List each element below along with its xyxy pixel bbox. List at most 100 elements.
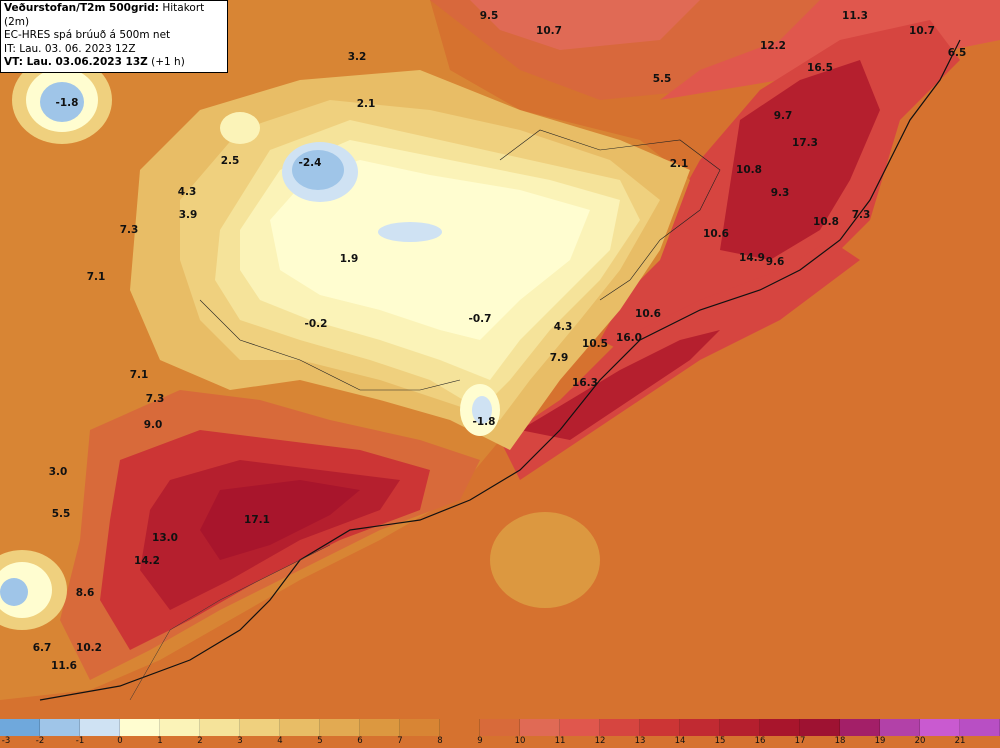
station-temp-label: 10.8 [813,216,839,228]
legend-swatch [840,719,880,736]
station-temp-label: 5.5 [51,508,71,520]
legend-tick-label: 5 [317,736,323,746]
legend-swatch [320,719,360,736]
station-temp-label: 10.2 [76,642,102,654]
legend-tick-label: 7 [397,736,403,746]
info-box: Veðurstofan/T2m 500grid: Hitakort (2m) E… [0,0,228,73]
station-temp-label: 4.3 [177,186,197,198]
legend-swatch [600,719,640,736]
station-temp-label: 2.5 [220,155,240,167]
legend-swatch [280,719,320,736]
station-temp-label: 10.7 [536,25,562,37]
legend-tick-label: 20 [914,736,926,746]
station-temp-label: 10.8 [736,164,762,176]
station-temp-label: 16.3 [572,377,598,389]
station-temp-label: 3.9 [178,209,198,221]
station-temp-label: -1.8 [472,416,496,428]
station-temp-label: 12.2 [760,40,786,52]
legend-swatch [560,719,600,736]
legend-tick-label: 13 [634,736,646,746]
station-temp-label: 9.3 [770,187,790,199]
initial-time: IT: Lau. 03. 06. 2023 12Z [4,42,136,55]
legend-tick-label: 19 [874,736,886,746]
legend-tick-label: 21 [954,736,966,746]
station-temp-label: 6.7 [32,642,52,654]
lead-time: (+1 h) [151,56,185,68]
legend-tick-label: 10 [514,736,526,746]
station-temp-label: -0.2 [304,318,328,330]
station-temp-label: 16.0 [616,332,642,344]
legend-swatch [240,719,280,736]
station-temp-label: 10.6 [635,308,661,320]
legend-swatch [920,719,960,736]
station-temp-label: 3.2 [347,51,367,63]
legend-swatch [520,719,560,736]
legend-swatch [640,719,680,736]
station-temp-label: 4.3 [553,321,573,333]
legend-tick-label: 11 [554,736,566,746]
legend-swatch [440,719,480,736]
station-temp-label: 3.0 [48,466,68,478]
station-temp-label: 9.7 [773,110,793,122]
station-temp-label: 8.6 [75,587,95,599]
legend-tick-label: 3 [237,736,243,746]
legend-swatch [80,719,120,736]
legend-tick-label: 1 [157,736,163,746]
legend-swatch [760,719,800,736]
station-temp-label: 7.1 [86,271,106,283]
legend-tick-label: 18 [834,736,846,746]
legend-tick-label: 9 [477,736,483,746]
legend-tick-label: -1 [75,736,85,746]
legend-tick-label: -3 [1,736,11,746]
station-temp-label: 17.1 [244,514,270,526]
legend-swatch [880,719,920,736]
legend-swatch [960,719,1000,736]
station-temp-label: 7.9 [549,352,569,364]
station-temp-label: -2.4 [298,157,322,169]
legend-swatch [160,719,200,736]
station-temp-label: 7.3 [851,209,871,221]
legend-tick-label: 2 [197,736,203,746]
legend-tick-label: -2 [35,736,45,746]
legend-swatch [40,719,80,736]
station-temp-label: 14.2 [134,555,160,567]
station-temp-label: 2.1 [356,98,376,110]
station-temp-label: 2.1 [669,158,689,170]
station-temp-label: 1.9 [339,253,359,265]
station-temp-label: 5.5 [652,73,672,85]
station-temp-label: 11.3 [842,10,868,22]
model-line: EC-HRES spá brúuð á 500m net [4,29,171,41]
legend-swatch [680,719,720,736]
station-temp-label: 9.5 [479,10,499,22]
legend-swatch [0,719,40,736]
legend-swatch [400,719,440,736]
station-temp-label: 10.5 [582,338,608,350]
station-temp-label: 10.7 [909,25,935,37]
station-temp-label: 6.5 [947,47,967,59]
station-temp-label: 7.3 [145,393,165,405]
station-temp-label: 7.1 [129,369,149,381]
station-temp-label: 9.6 [765,256,785,268]
legend-swatch [120,719,160,736]
valid-time: VT: Lau. 03.06.2023 13Z [4,56,148,68]
station-temp-label: -0.7 [468,313,492,325]
legend-tick-label: 14 [674,736,686,746]
map-title: Veðurstofan/T2m 500grid: [4,2,159,14]
station-temp-label: 7.3 [119,224,139,236]
station-temp-label: 10.6 [703,228,729,240]
station-temp-label: 16.5 [807,62,833,74]
legend-tick-label: 12 [594,736,606,746]
legend-tick-label: 6 [357,736,363,746]
station-temp-label: -1.8 [55,97,79,109]
legend-ticks: -3 -2 -1 0 1 2 3 4 5 6 7 8 9 10 11 12 13 14 15 16 17 18 19 20 21 [0,736,1000,748]
legend-swatch [720,719,760,736]
legend-tick-label: 16 [754,736,766,746]
station-temp-label: 17.3 [792,137,818,149]
legend-swatch [360,719,400,736]
legend-swatch [200,719,240,736]
station-temp-label: 14.9 [739,252,765,264]
station-temp-label: 13.0 [152,532,178,544]
station-temp-label: 11.6 [51,660,77,672]
legend-tick-label: 8 [437,736,443,746]
legend-swatch [800,719,840,736]
